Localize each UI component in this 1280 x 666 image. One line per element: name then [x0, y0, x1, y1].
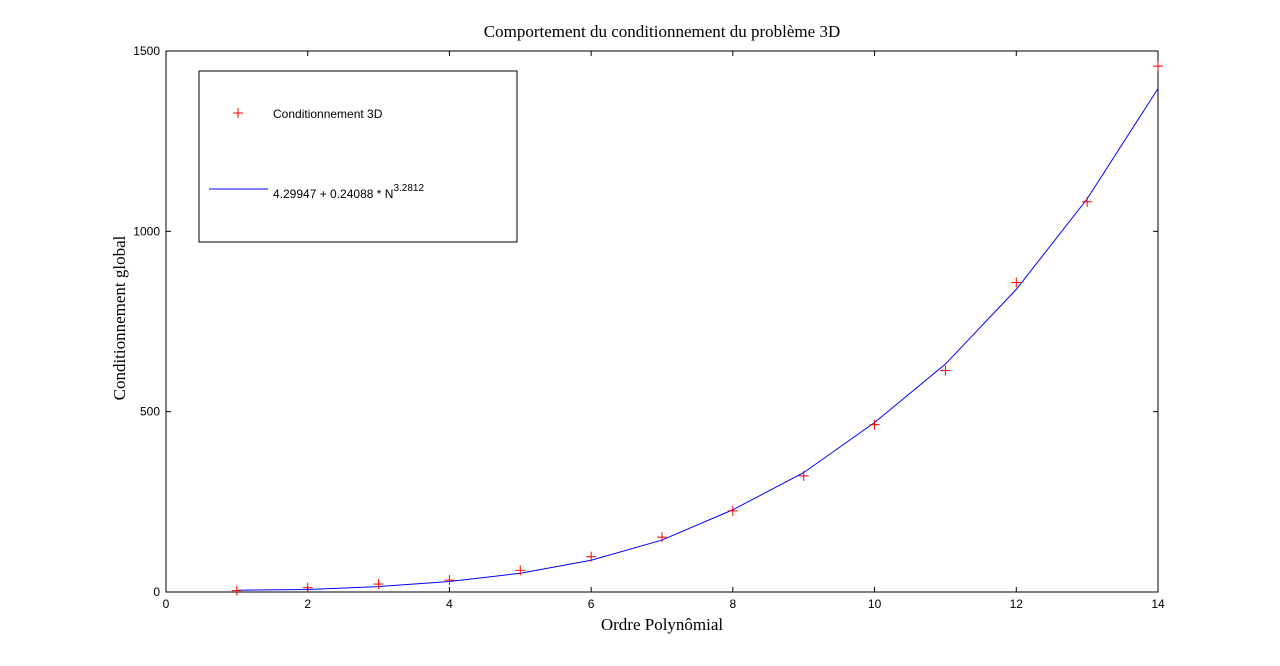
legend-label-fit: 4.29947 + 0.24088 * N3.2812	[273, 183, 424, 201]
y-tick-label: 1000	[133, 224, 160, 238]
data-point-marker	[586, 551, 597, 562]
legend-box	[198, 70, 518, 243]
y-tick-label: 0	[153, 585, 160, 599]
x-tick-label: 4	[446, 597, 453, 611]
data-point-marker	[798, 470, 809, 481]
y-tick-label: 1500	[133, 44, 160, 58]
legend-marker-conditionnement	[233, 108, 243, 118]
chart-title: Comportement du conditionnement du probl…	[484, 22, 840, 41]
data-point-marker	[515, 565, 526, 576]
series-group	[231, 61, 1163, 596]
data-point-marker	[231, 585, 242, 596]
legend-label-fit-exponent: 3.2812	[393, 183, 424, 194]
axis-ticks: 0 2 4 6 8 10 12 14 0 500 1000 1500	[133, 44, 1165, 611]
data-point-marker	[302, 582, 313, 593]
legend-label-fit-base: 4.29947 + 0.24088 * N	[273, 187, 393, 201]
data-point-marker	[1082, 196, 1093, 207]
legend: Conditionnement 3D 4.29947 + 0.24088 * N…	[198, 70, 518, 243]
x-tick-label: 10	[868, 597, 882, 611]
fit-curve-line	[236, 88, 1159, 591]
y-tick-label: 500	[140, 405, 160, 419]
data-point-marker	[727, 505, 738, 516]
x-tick-label: 0	[163, 597, 170, 611]
x-axis-label: Ordre Polynômial	[601, 615, 724, 634]
x-tick-label: 6	[588, 597, 595, 611]
data-point-marker	[869, 419, 880, 430]
data-point-marker	[1011, 277, 1022, 288]
data-point-marker	[940, 365, 951, 376]
x-tick-label: 12	[1010, 597, 1024, 611]
data-point-marker	[1153, 61, 1163, 72]
legend-label-conditionnement: Conditionnement 3D	[273, 107, 383, 121]
x-tick-label: 14	[1151, 597, 1165, 611]
x-tick-label: 2	[304, 597, 311, 611]
data-point-marker	[657, 532, 667, 543]
data-point-marker	[444, 575, 455, 586]
data-point-marker	[373, 579, 384, 590]
x-tick-label: 8	[730, 597, 737, 611]
y-axis-label: Conditionnement global	[110, 235, 129, 400]
